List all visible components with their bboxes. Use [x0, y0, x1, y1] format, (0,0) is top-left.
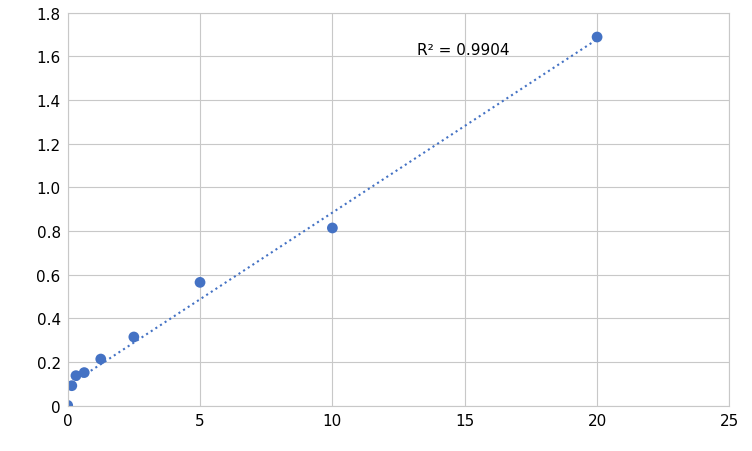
Point [194, 279, 206, 286]
Point [70, 372, 82, 379]
Point [65, 382, 77, 390]
Text: R² = 0.9904: R² = 0.9904 [417, 43, 510, 58]
Point [591, 34, 603, 41]
Point [62, 402, 74, 409]
Point [326, 225, 338, 232]
Point [128, 334, 140, 341]
Point [78, 369, 90, 377]
Point [95, 356, 107, 363]
